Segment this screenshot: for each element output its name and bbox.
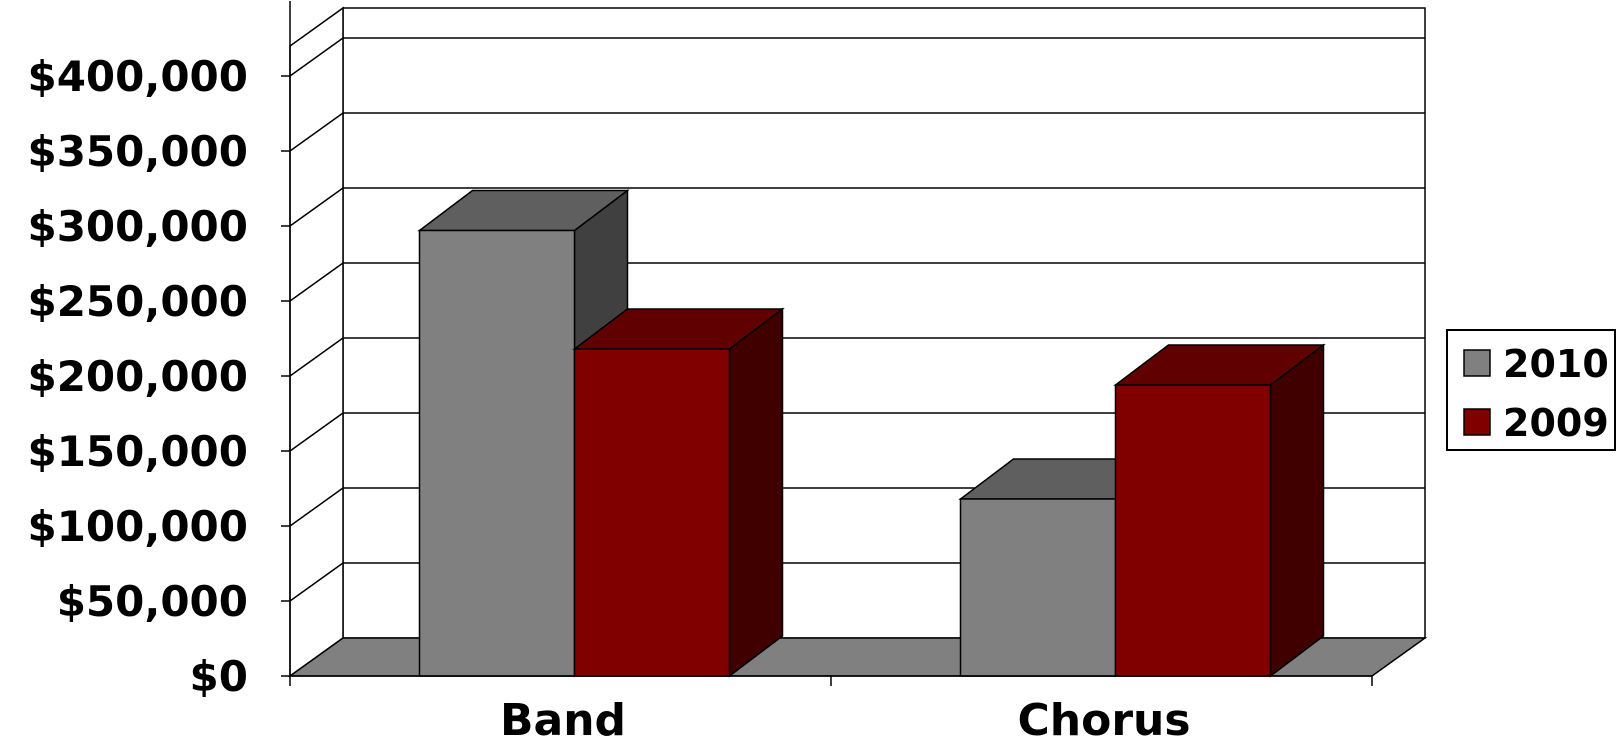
gridline-side [289,412,344,452]
y-tick-label: $350,000 [27,127,248,176]
y-tick-label: $250,000 [27,277,248,326]
gridline-side [289,112,344,152]
y-axis: $0 $50,000 $100,000 $150,000 $200,000 $250,00… [27,1,291,701]
y-tick-label: $50,000 [57,577,248,626]
gridline-side [289,487,344,527]
y-tick-label: $0 [190,652,248,701]
bar-chorus-2009 [1114,384,1272,677]
gridline-side [289,262,344,302]
category-label-chorus: Chorus [1017,695,1190,746]
bars [417,188,1326,678]
bar-band-2010 [418,229,576,677]
x-axis: Band Chorus [289,675,1373,746]
y-tick-label: $200,000 [27,352,248,401]
side-wall [289,6,344,678]
bar-side-band-2009 [728,307,784,678]
y-tick-label: $150,000 [27,427,248,476]
legend-label-2009: 2009 [1503,401,1609,445]
gridline-side [289,187,344,227]
gridline-side [289,337,344,377]
y-tick-label: $100,000 [27,502,248,551]
bar-band-2009 [573,348,731,677]
y-tick-label: $400,000 [27,52,248,101]
legend-swatch-2009 [1463,408,1491,436]
legend-swatch-2010 [1463,349,1491,377]
y-tick-label: $300,000 [27,202,248,251]
bar-chorus-2010 [959,498,1117,677]
gridline-side [289,562,344,602]
legend-label-2010: 2010 [1503,342,1609,386]
bar-side-chorus-2009 [1269,343,1325,678]
gridline-side [289,37,344,77]
category-label-band: Band [500,695,626,746]
legend: 2010 2009 [1446,329,1616,451]
